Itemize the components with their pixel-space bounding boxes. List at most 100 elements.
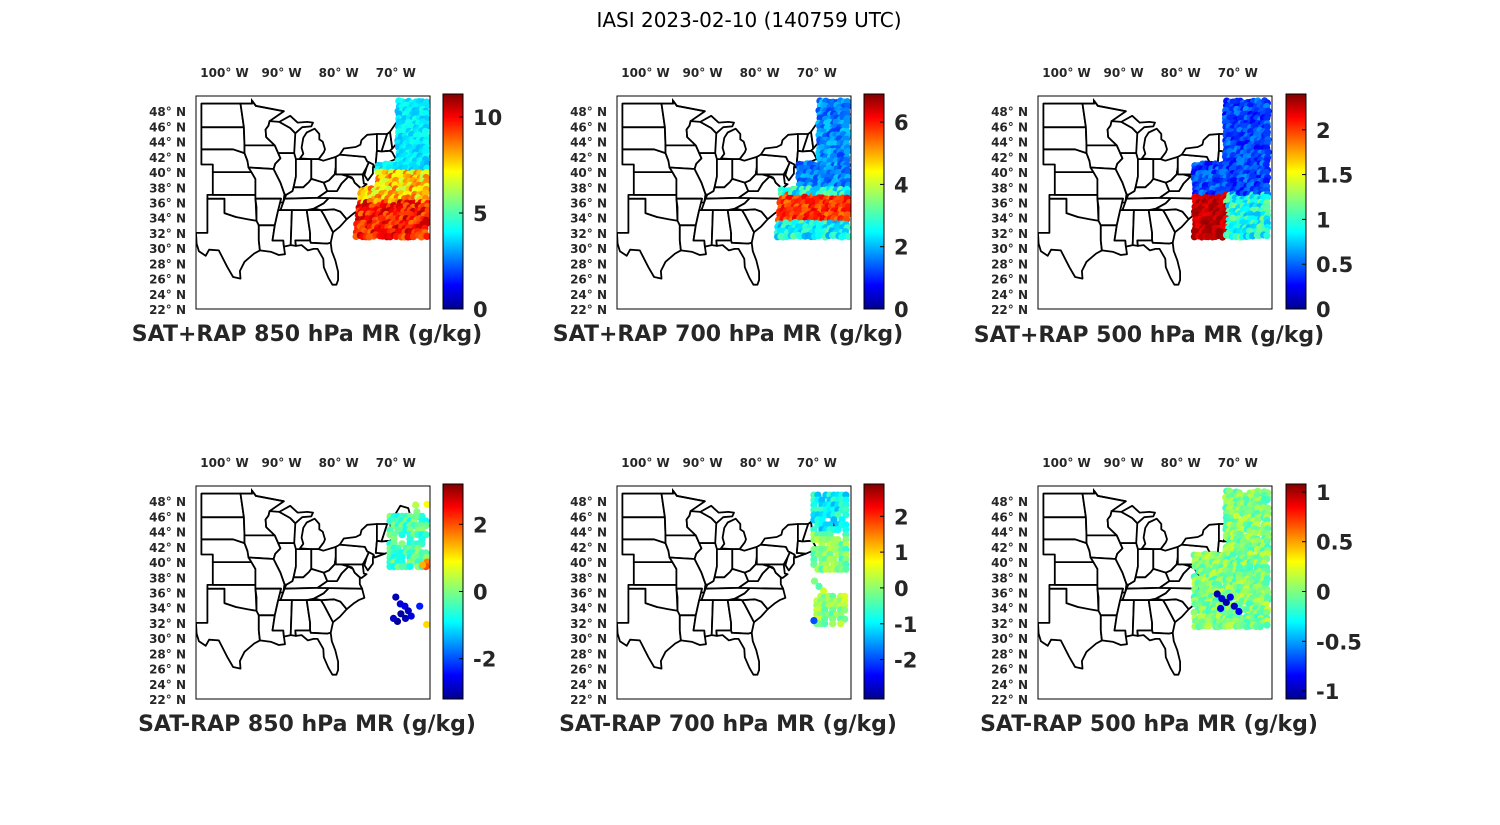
observation-point xyxy=(1204,622,1212,630)
observation-point xyxy=(1263,608,1271,616)
lat-tick-label: 40° N xyxy=(149,556,186,570)
lat-tick-label: 38° N xyxy=(149,181,186,195)
lat-tick-label: 28° N xyxy=(991,257,1028,271)
map-area xyxy=(1037,485,1273,700)
lat-tick-label: 48° N xyxy=(570,105,607,119)
state-outline xyxy=(761,563,789,579)
state-outline xyxy=(1120,504,1156,525)
lat-tick-label: 22° N xyxy=(991,693,1028,707)
lat-tick-label: 22° N xyxy=(570,303,607,317)
observation-point xyxy=(842,491,850,499)
observation-point xyxy=(419,561,427,569)
lon-tick-label: 70° W xyxy=(1218,66,1258,80)
lat-tick-label: 34° N xyxy=(149,602,186,616)
observation-point xyxy=(412,501,420,509)
observation-point xyxy=(830,516,838,524)
lon-tick-label: 100° W xyxy=(621,456,669,470)
lat-tick-label: 38° N xyxy=(570,181,607,195)
country-border xyxy=(201,97,285,113)
state-outline xyxy=(1042,516,1088,544)
lat-tick-label: 42° N xyxy=(149,151,186,165)
colorbar-tick-label: 4 xyxy=(894,173,909,197)
observation-point xyxy=(1264,148,1272,156)
lat-tick-label: 30° N xyxy=(149,242,186,256)
observation-point xyxy=(1232,512,1240,520)
observation-point xyxy=(810,617,818,625)
map-area xyxy=(1037,95,1273,310)
state-outline xyxy=(1113,599,1135,638)
panel-5: 100° W 90° W 80° W 70° W 48° N46° N 44° N42° … xyxy=(559,456,917,737)
lat-tick-label: 42° N xyxy=(991,151,1028,165)
lon-tick-label: 90° W xyxy=(683,456,723,470)
observation-point xyxy=(1213,590,1221,598)
lat-tick-label: 32° N xyxy=(149,617,186,631)
country-border xyxy=(201,487,285,503)
lat-tick-label: 26° N xyxy=(570,663,607,677)
observation-point xyxy=(842,501,850,509)
lat-tick-label: 26° N xyxy=(570,273,607,287)
state-outline xyxy=(299,517,326,550)
state-outline xyxy=(278,114,314,135)
observation-point xyxy=(810,577,819,585)
lat-tick-label: 30° N xyxy=(570,632,607,646)
observation-point xyxy=(830,555,838,563)
lon-tick-label: 80° W xyxy=(1161,66,1201,80)
observation-point xyxy=(845,233,851,241)
state-outline xyxy=(699,504,735,525)
state-outline xyxy=(294,629,340,676)
lat-tick-label: 30° N xyxy=(570,242,607,256)
observation-point xyxy=(407,612,415,620)
panels: 100° W 90° W 80° W 70° W48° N46° N44° N42° … xyxy=(132,66,1362,737)
colorbar xyxy=(864,484,884,699)
lat-tick-label: 46° N xyxy=(570,120,607,134)
lat-tick-label: 30° N xyxy=(991,242,1028,256)
lat-tick-label: 24° N xyxy=(149,288,186,302)
colorbar-tick-label: 6 xyxy=(894,111,909,135)
map-frame xyxy=(1037,95,1273,310)
observation-point xyxy=(1263,496,1271,504)
colorbar-tick-label: 0 xyxy=(1316,581,1331,605)
lat-tick-label: 32° N xyxy=(570,617,607,631)
lat-tick-label: 32° N xyxy=(570,227,607,241)
lon-tick-label: 100° W xyxy=(1042,66,1090,80)
state-outline xyxy=(1113,209,1135,248)
lat-tick-label: 40° N xyxy=(991,556,1028,570)
state-outline xyxy=(200,492,245,519)
observation-point xyxy=(810,555,818,563)
colorbar-tick-label: -2 xyxy=(894,649,917,673)
state-outline xyxy=(271,599,293,638)
lon-tick-label: 100° W xyxy=(200,66,248,80)
lat-tick-label: 48° N xyxy=(570,495,607,509)
lat-tick-label: 38° N xyxy=(991,181,1028,195)
colorbar-tick-label: -2 xyxy=(473,648,496,672)
observation-point xyxy=(810,560,818,568)
lat-tick-label: 36° N xyxy=(991,587,1028,601)
observation-point xyxy=(422,147,430,156)
lat-tick-label: 44° N xyxy=(570,136,607,150)
country-border xyxy=(622,487,706,503)
lat-tick-label: 32° N xyxy=(991,227,1028,241)
lat-tick-label: 24° N xyxy=(570,678,607,692)
state-outline xyxy=(699,114,735,135)
observation-point xyxy=(820,587,828,595)
lat-tick-label: 46° N xyxy=(991,510,1028,524)
colorbar-tick-label: 0 xyxy=(894,577,909,601)
colorbar xyxy=(1286,484,1306,699)
lon-tick-label: 90° W xyxy=(1104,66,1144,80)
lat-tick-label: 44° N xyxy=(149,136,186,150)
lat-tick-label: 48° N xyxy=(991,495,1028,509)
observation-point xyxy=(389,614,398,622)
map-area xyxy=(195,485,431,700)
lat-tick-label: 36° N xyxy=(570,197,607,211)
state-outline xyxy=(632,171,678,196)
state-outline xyxy=(1053,171,1099,196)
lat-tick-label: 34° N xyxy=(570,602,607,616)
state-outline xyxy=(200,102,245,129)
observation-point xyxy=(842,545,850,554)
lat-tick-label: 28° N xyxy=(149,257,186,271)
map-frame xyxy=(195,485,431,700)
panel-title: SAT-RAP 850 hPa MR (g/kg) xyxy=(138,712,476,737)
lat-tick-label: 36° N xyxy=(991,197,1028,211)
observation-point xyxy=(1264,588,1272,596)
